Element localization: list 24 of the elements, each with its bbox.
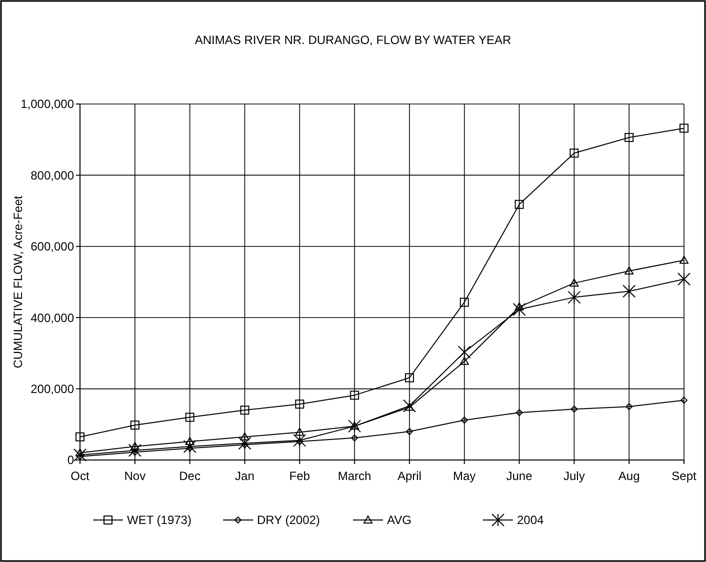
legend-label: WET (1973) [127, 513, 192, 528]
y-axis-title: CUMULATIVE FLOW, Acre-Feet [11, 195, 25, 368]
y-tick-label: 1,000,000 [20, 97, 74, 112]
legend-label: 2004 [517, 513, 544, 528]
legend-label: DRY (2002) [257, 513, 320, 528]
legend-label: AVG [387, 513, 412, 528]
x-tick-label: Sept [672, 469, 698, 483]
y-tick-label: 800,000 [30, 168, 74, 182]
x-tick-label: Oct [70, 469, 90, 483]
x-tick-label: Feb [289, 469, 310, 483]
chart-title: ANIMAS RIVER NR. DURANGO, FLOW BY WATER YEAR [194, 33, 512, 47]
x-tick-label: Jan [235, 469, 254, 483]
y-tick-label: 0 [67, 453, 74, 468]
x-tick-label: June [506, 469, 533, 483]
y-tick-label: 200,000 [30, 382, 74, 396]
x-tick-label: April [397, 469, 422, 483]
y-tick-label: 400,000 [30, 310, 74, 325]
y-tick-label: 600,000 [30, 240, 74, 254]
x-tick-label: March [338, 469, 372, 483]
x-tick-label: Nov [124, 469, 146, 483]
x-tick-label: Dec [179, 469, 200, 483]
x-tick-label: July [564, 469, 585, 483]
x-tick-label: Aug [618, 469, 640, 483]
x-tick-label: May [453, 469, 476, 483]
